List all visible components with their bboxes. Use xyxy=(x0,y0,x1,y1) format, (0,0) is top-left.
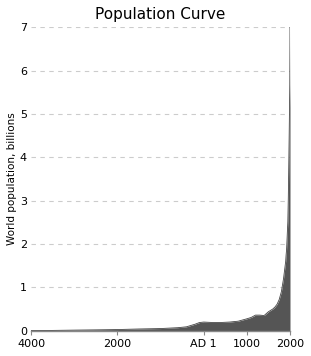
Title: Population Curve: Population Curve xyxy=(95,7,226,22)
Y-axis label: World population, billions: World population, billions xyxy=(7,112,17,245)
